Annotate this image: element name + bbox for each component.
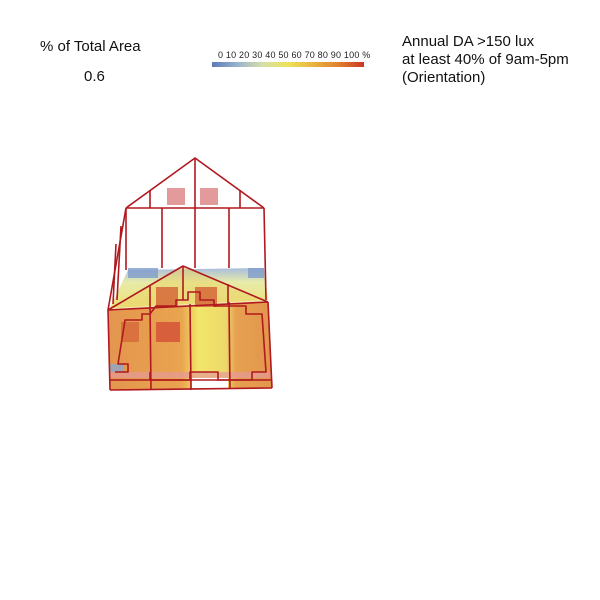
color-scale-bar (212, 62, 364, 67)
window-mid-left (156, 287, 178, 307)
area-label: % of Total Area (40, 38, 141, 55)
front-base-white (192, 378, 228, 388)
color-scale-ticks: 0 10 20 30 40 50 60 70 80 90 100 % (218, 50, 371, 60)
floor-cell-blue (128, 268, 158, 278)
window-front-center (156, 322, 180, 342)
legend-line-2: at least 40% of 9am-5pm (402, 51, 569, 68)
window-upper-right (200, 188, 218, 205)
building-wireframe (107, 157, 273, 391)
area-value: 0.6 (84, 68, 105, 85)
side-blue-strip (110, 364, 124, 372)
window-front-left (121, 322, 139, 342)
window-upper-left (167, 188, 185, 205)
legend-line-1: Annual DA >150 lux (402, 33, 535, 50)
legend-line-3: (Orientation) (402, 69, 486, 86)
legend-title: Annual DA >150 lux at least 40% of 9am-5… (402, 33, 569, 87)
floor-cell-blue (248, 268, 264, 278)
